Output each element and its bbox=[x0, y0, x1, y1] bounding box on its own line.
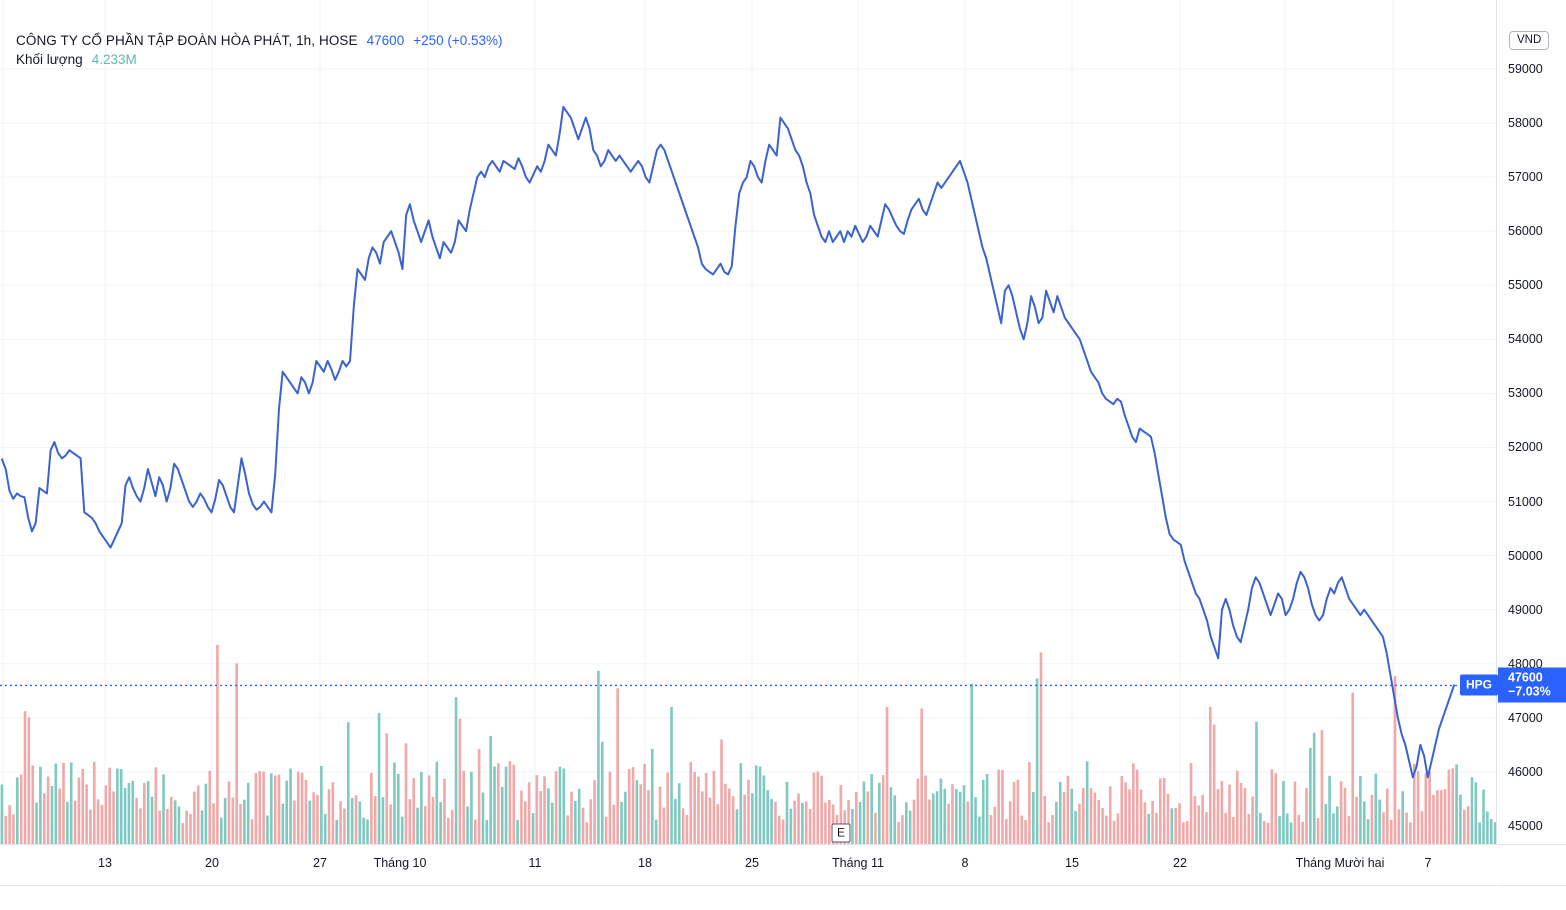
price-tick: 53000 bbox=[1508, 386, 1543, 401]
current-price-value: 47600 bbox=[1508, 670, 1543, 685]
price-axis[interactable]: VND 59000 58000 57000 56000 55000 54000 53000 5… bbox=[1498, 0, 1566, 845]
price-tick: 49000 bbox=[1508, 602, 1543, 617]
price-tick: 57000 bbox=[1508, 170, 1543, 185]
price-tick: 55000 bbox=[1508, 278, 1543, 293]
earnings-event-marker[interactable]: E bbox=[831, 823, 851, 843]
time-tick: 7 bbox=[1424, 856, 1432, 870]
current-price-tag: 47600 −7.03% bbox=[1498, 667, 1566, 703]
time-tick: 22 bbox=[1173, 856, 1187, 870]
price-tick: 56000 bbox=[1508, 224, 1543, 239]
price-tick: 51000 bbox=[1508, 494, 1543, 509]
price-tick: 52000 bbox=[1508, 440, 1543, 455]
time-tick: 20 bbox=[205, 856, 219, 870]
time-tick: 8 bbox=[961, 856, 969, 870]
time-tick: 27 bbox=[313, 856, 327, 870]
chart-plot-area[interactable] bbox=[0, 0, 1497, 845]
time-tick: 18 bbox=[638, 856, 652, 870]
time-tick: 11 bbox=[528, 856, 542, 870]
price-tick: 58000 bbox=[1508, 116, 1543, 131]
price-tick: 59000 bbox=[1508, 62, 1543, 76]
currency-badge[interactable]: VND bbox=[1509, 31, 1550, 50]
price-tick: 48000 bbox=[1508, 656, 1543, 671]
price-tick: 46000 bbox=[1508, 764, 1543, 779]
symbol-price-badge: HPG bbox=[1460, 674, 1499, 696]
price-tick: 45000 bbox=[1508, 818, 1543, 833]
current-price-change: −7.03% bbox=[1508, 684, 1551, 699]
time-tick: 13 bbox=[98, 856, 112, 870]
time-axis[interactable]: 13 20 27 Tháng 10 11 18 25 Tháng 11 8 15 22 Tháng M… bbox=[0, 846, 1497, 886]
price-tick: 50000 bbox=[1508, 548, 1543, 563]
time-tick: Tháng 11 bbox=[832, 856, 884, 870]
chart-canvas bbox=[0, 0, 1496, 844]
time-tick: Tháng Mười hai bbox=[1295, 856, 1385, 870]
time-tick: Tháng 10 bbox=[373, 856, 427, 870]
time-tick: 15 bbox=[1065, 856, 1079, 870]
time-tick: 25 bbox=[745, 856, 759, 870]
axis-corner bbox=[1498, 846, 1566, 886]
price-tick: 47000 bbox=[1508, 710, 1543, 725]
price-tick: 54000 bbox=[1508, 332, 1543, 347]
